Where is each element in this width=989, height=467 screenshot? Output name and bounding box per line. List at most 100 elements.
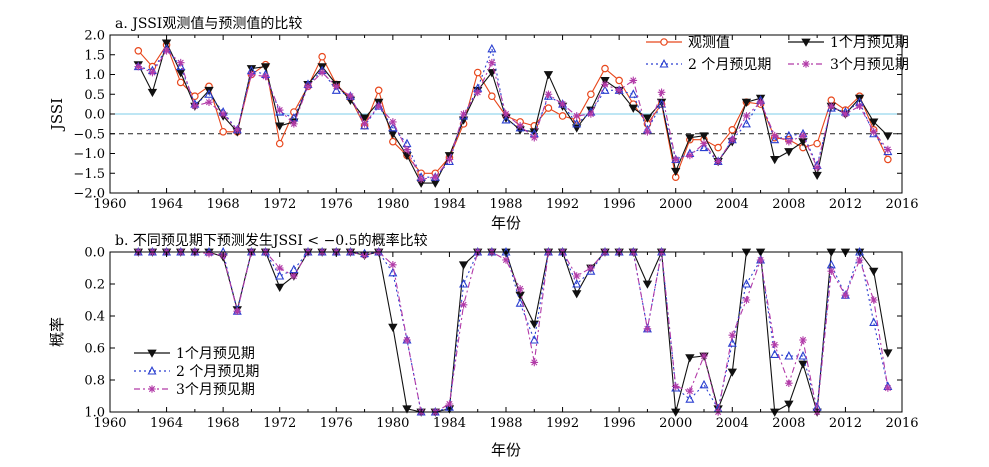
legend-marker [660, 38, 668, 46]
legend-item-1个月预见期: 1个月预见期 [134, 346, 255, 362]
data-point-1981 [403, 145, 411, 154]
data-point-1971 [260, 63, 271, 72]
data-point-2009 [799, 131, 807, 140]
x-tick-label: 1968 [207, 197, 240, 212]
data-point-1984 [445, 155, 454, 164]
y-tick-label: −1.0 [73, 147, 105, 162]
data-point-1967 [205, 249, 213, 258]
y-tick-label: 0.5 [84, 88, 105, 103]
data-point-2007 [770, 131, 779, 140]
data-point-1979 [374, 102, 383, 110]
data-point-1972 [275, 106, 284, 114]
legend-item-3个月预见期: 3个月预见期 [788, 57, 909, 73]
x-tick-label: 1996 [603, 197, 636, 212]
panel-a-title: a. JSSI观测值与预测值的比较 [115, 16, 302, 32]
data-point-1994 [587, 264, 595, 272]
data-point-1987 [487, 43, 497, 53]
data-point-1998 [643, 127, 652, 136]
data-point-2004 [727, 368, 737, 377]
panel-a-y-axis-label: JSSI [48, 98, 66, 132]
data-point-2012 [841, 291, 850, 299]
data-point-1987 [488, 58, 496, 67]
data-point-2008 [785, 379, 793, 387]
data-point-2005 [742, 112, 751, 120]
panel-a-series-group [133, 39, 893, 188]
y-tick-label: 0.0 [84, 108, 105, 123]
data-point-2005 [741, 118, 751, 128]
data-point-1986 [473, 88, 482, 97]
data-point-1989 [515, 298, 525, 307]
data-point-1990 [530, 133, 539, 142]
data-point-1994 [587, 110, 595, 118]
x-tick-label: 1988 [489, 416, 522, 431]
panel-b-plot-area [110, 252, 902, 412]
data-point-2015 [884, 155, 892, 164]
x-tick-label: 1976 [320, 416, 353, 431]
data-point-1980 [389, 261, 397, 269]
data-point-1977 [346, 92, 355, 101]
data-point-2006 [756, 256, 765, 264]
data-point-1974 [304, 82, 312, 91]
data-point-1986 [473, 68, 482, 77]
y-tick-label: 1.5 [84, 48, 105, 63]
panel-b-title: b. 不同预见期下预测发生JSSI < −0.5的概率比较 [115, 232, 428, 249]
data-point-2006 [756, 98, 765, 106]
data-point-2005 [741, 98, 752, 107]
data-point-2005 [742, 296, 751, 304]
data-point-1984 [445, 400, 454, 408]
data-point-2014 [869, 267, 879, 277]
y-tick-label: 2.0 [84, 29, 105, 44]
data-point-1963 [147, 88, 158, 98]
data-point-1997 [628, 104, 638, 113]
data-point-2004 [727, 338, 737, 347]
data-point-2002 [700, 139, 708, 148]
x-tick-label: 1992 [546, 416, 579, 431]
data-point-1969 [233, 126, 242, 134]
x-tick-label: 2000 [659, 197, 692, 212]
data-point-1997 [628, 89, 638, 98]
data-point-1968 [219, 110, 227, 118]
x-tick-label: 1984 [433, 416, 466, 431]
y-tick-label: 1.0 [84, 406, 105, 421]
data-point-1981 [402, 405, 412, 414]
data-point-1981 [403, 336, 411, 344]
data-point-2002 [700, 352, 708, 360]
data-point-1989 [516, 122, 524, 130]
panel-a-x-axis-label: 年份 [491, 214, 521, 232]
x-tick-label: 1988 [489, 197, 522, 212]
data-point-2014 [869, 317, 879, 326]
data-point-1992 [558, 112, 567, 120]
data-point-2001 [685, 394, 695, 403]
data-point-2013 [855, 102, 864, 110]
legend-label: 观测值 [688, 35, 730, 51]
legend-marker [801, 38, 811, 47]
x-tick-label: 1972 [263, 197, 296, 212]
data-point-1975 [318, 68, 326, 77]
data-point-2004 [728, 135, 737, 144]
data-point-1973 [290, 272, 298, 280]
data-point-2014 [869, 296, 878, 304]
panel-b-y-ticks: 0.0 0.2 0.4 0.6 0.8 1.0 [84, 246, 902, 421]
data-point-2003 [714, 143, 722, 152]
data-point-1975 [318, 52, 326, 61]
data-point-1972 [275, 264, 284, 272]
data-point-1972 [275, 271, 285, 280]
data-point-2005 [741, 279, 751, 288]
data-point-1994 [586, 266, 596, 275]
data-point-1971 [261, 72, 270, 81]
data-point-2000 [671, 167, 681, 177]
panel-a: 1960 1964 1968 1972 1976 1980 1984 1988 1992 1996… [48, 16, 919, 232]
x-tick-label: 1972 [263, 416, 296, 431]
data-point-1970 [246, 65, 257, 74]
data-point-1980 [388, 323, 398, 333]
data-point-1978 [359, 114, 370, 123]
y-tick-label: 0.2 [84, 278, 105, 293]
data-point-1966 [191, 102, 199, 110]
x-tick-label: 1964 [150, 416, 183, 431]
data-point-2001 [685, 134, 695, 143]
data-point-1985 [458, 261, 469, 270]
data-point-1979 [374, 86, 383, 95]
data-point-1988 [502, 110, 510, 118]
data-point-1970 [247, 70, 256, 79]
data-point-2011 [827, 267, 836, 275]
